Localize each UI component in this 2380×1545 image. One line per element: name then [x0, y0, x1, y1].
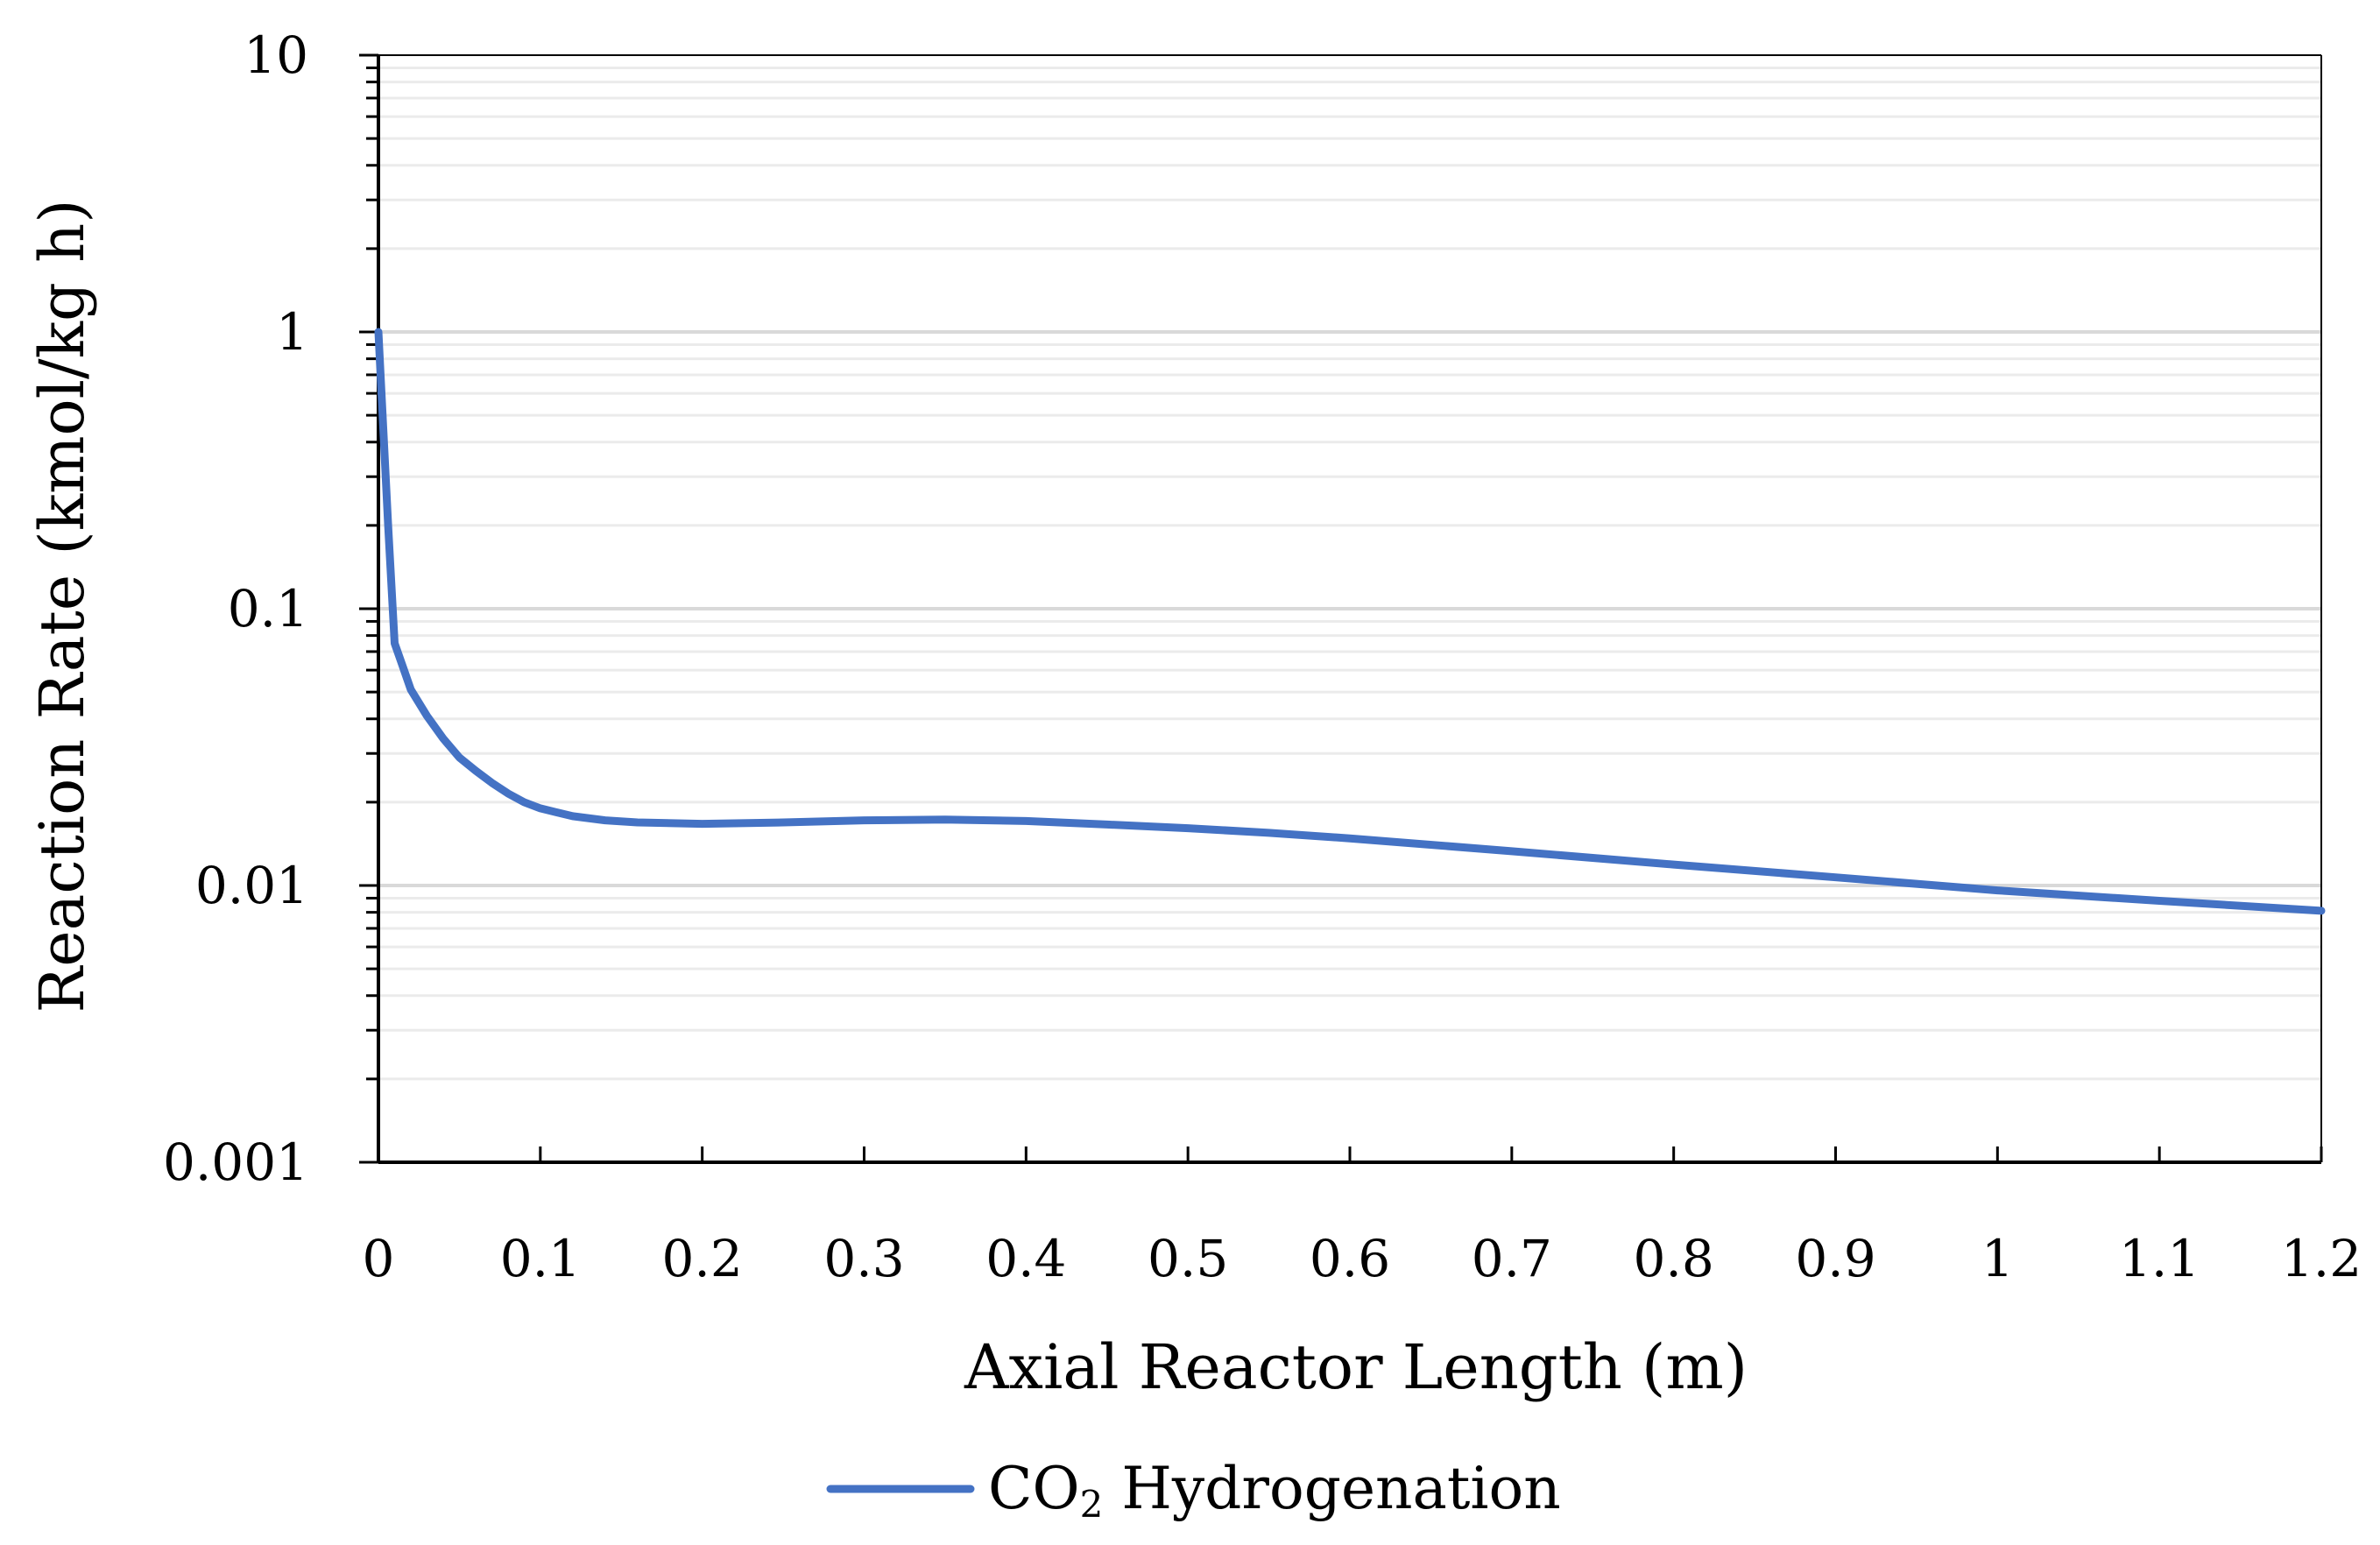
- x-tick-label: 1.2: [2281, 1229, 2362, 1288]
- y-tick-label: 0.1: [228, 579, 308, 638]
- x-tick-label: 0.6: [1310, 1229, 1390, 1288]
- x-tick-label: 0.5: [1148, 1229, 1228, 1288]
- series-layer: [374, 328, 2326, 915]
- x-tick-label: 0.7: [1472, 1229, 1552, 1288]
- x-tick-label: 0.4: [985, 1229, 1066, 1288]
- y-tick-label: 0.001: [163, 1132, 308, 1192]
- y-axis-title: Reaction Rate (kmol/kg h): [26, 199, 98, 1012]
- x-tick-label: 1: [1981, 1229, 2014, 1288]
- y-tick-label: 10: [244, 25, 308, 85]
- legend-label-main: CO: [988, 1455, 1080, 1522]
- x-tick-label: 1.1: [2119, 1229, 2200, 1288]
- x-tick-label: 0.2: [662, 1229, 743, 1288]
- gridlines: [378, 66, 2321, 1081]
- x-axis-title: Axial Reactor Length (m): [964, 1331, 1748, 1403]
- x-tick-label: 0.3: [823, 1229, 904, 1288]
- legend-label-subscript: 2: [1080, 1483, 1104, 1526]
- x-tick-label: 0.9: [1795, 1229, 1875, 1288]
- x-tick-label: 0.8: [1634, 1229, 1714, 1288]
- legend-label-rest: Hydrogenation: [1103, 1455, 1560, 1522]
- y-tick-label: 1: [276, 302, 308, 362]
- y-tick-label: 0.01: [195, 856, 308, 915]
- x-tick-label: 0: [363, 1229, 395, 1288]
- series-line: [374, 328, 2326, 915]
- legend: CO2 Hydrogenation: [826, 1455, 1561, 1526]
- x-tick-label: 0.1: [500, 1229, 581, 1288]
- axes: [359, 53, 2323, 1164]
- tick-labels: 0.001 0.01 0.1 1 10 0 0.1 0.2 0.3 0.4 0.5 0.6 0.7 0.8…: [163, 25, 2362, 1288]
- legend-label: CO2 Hydrogenation: [988, 1455, 1561, 1526]
